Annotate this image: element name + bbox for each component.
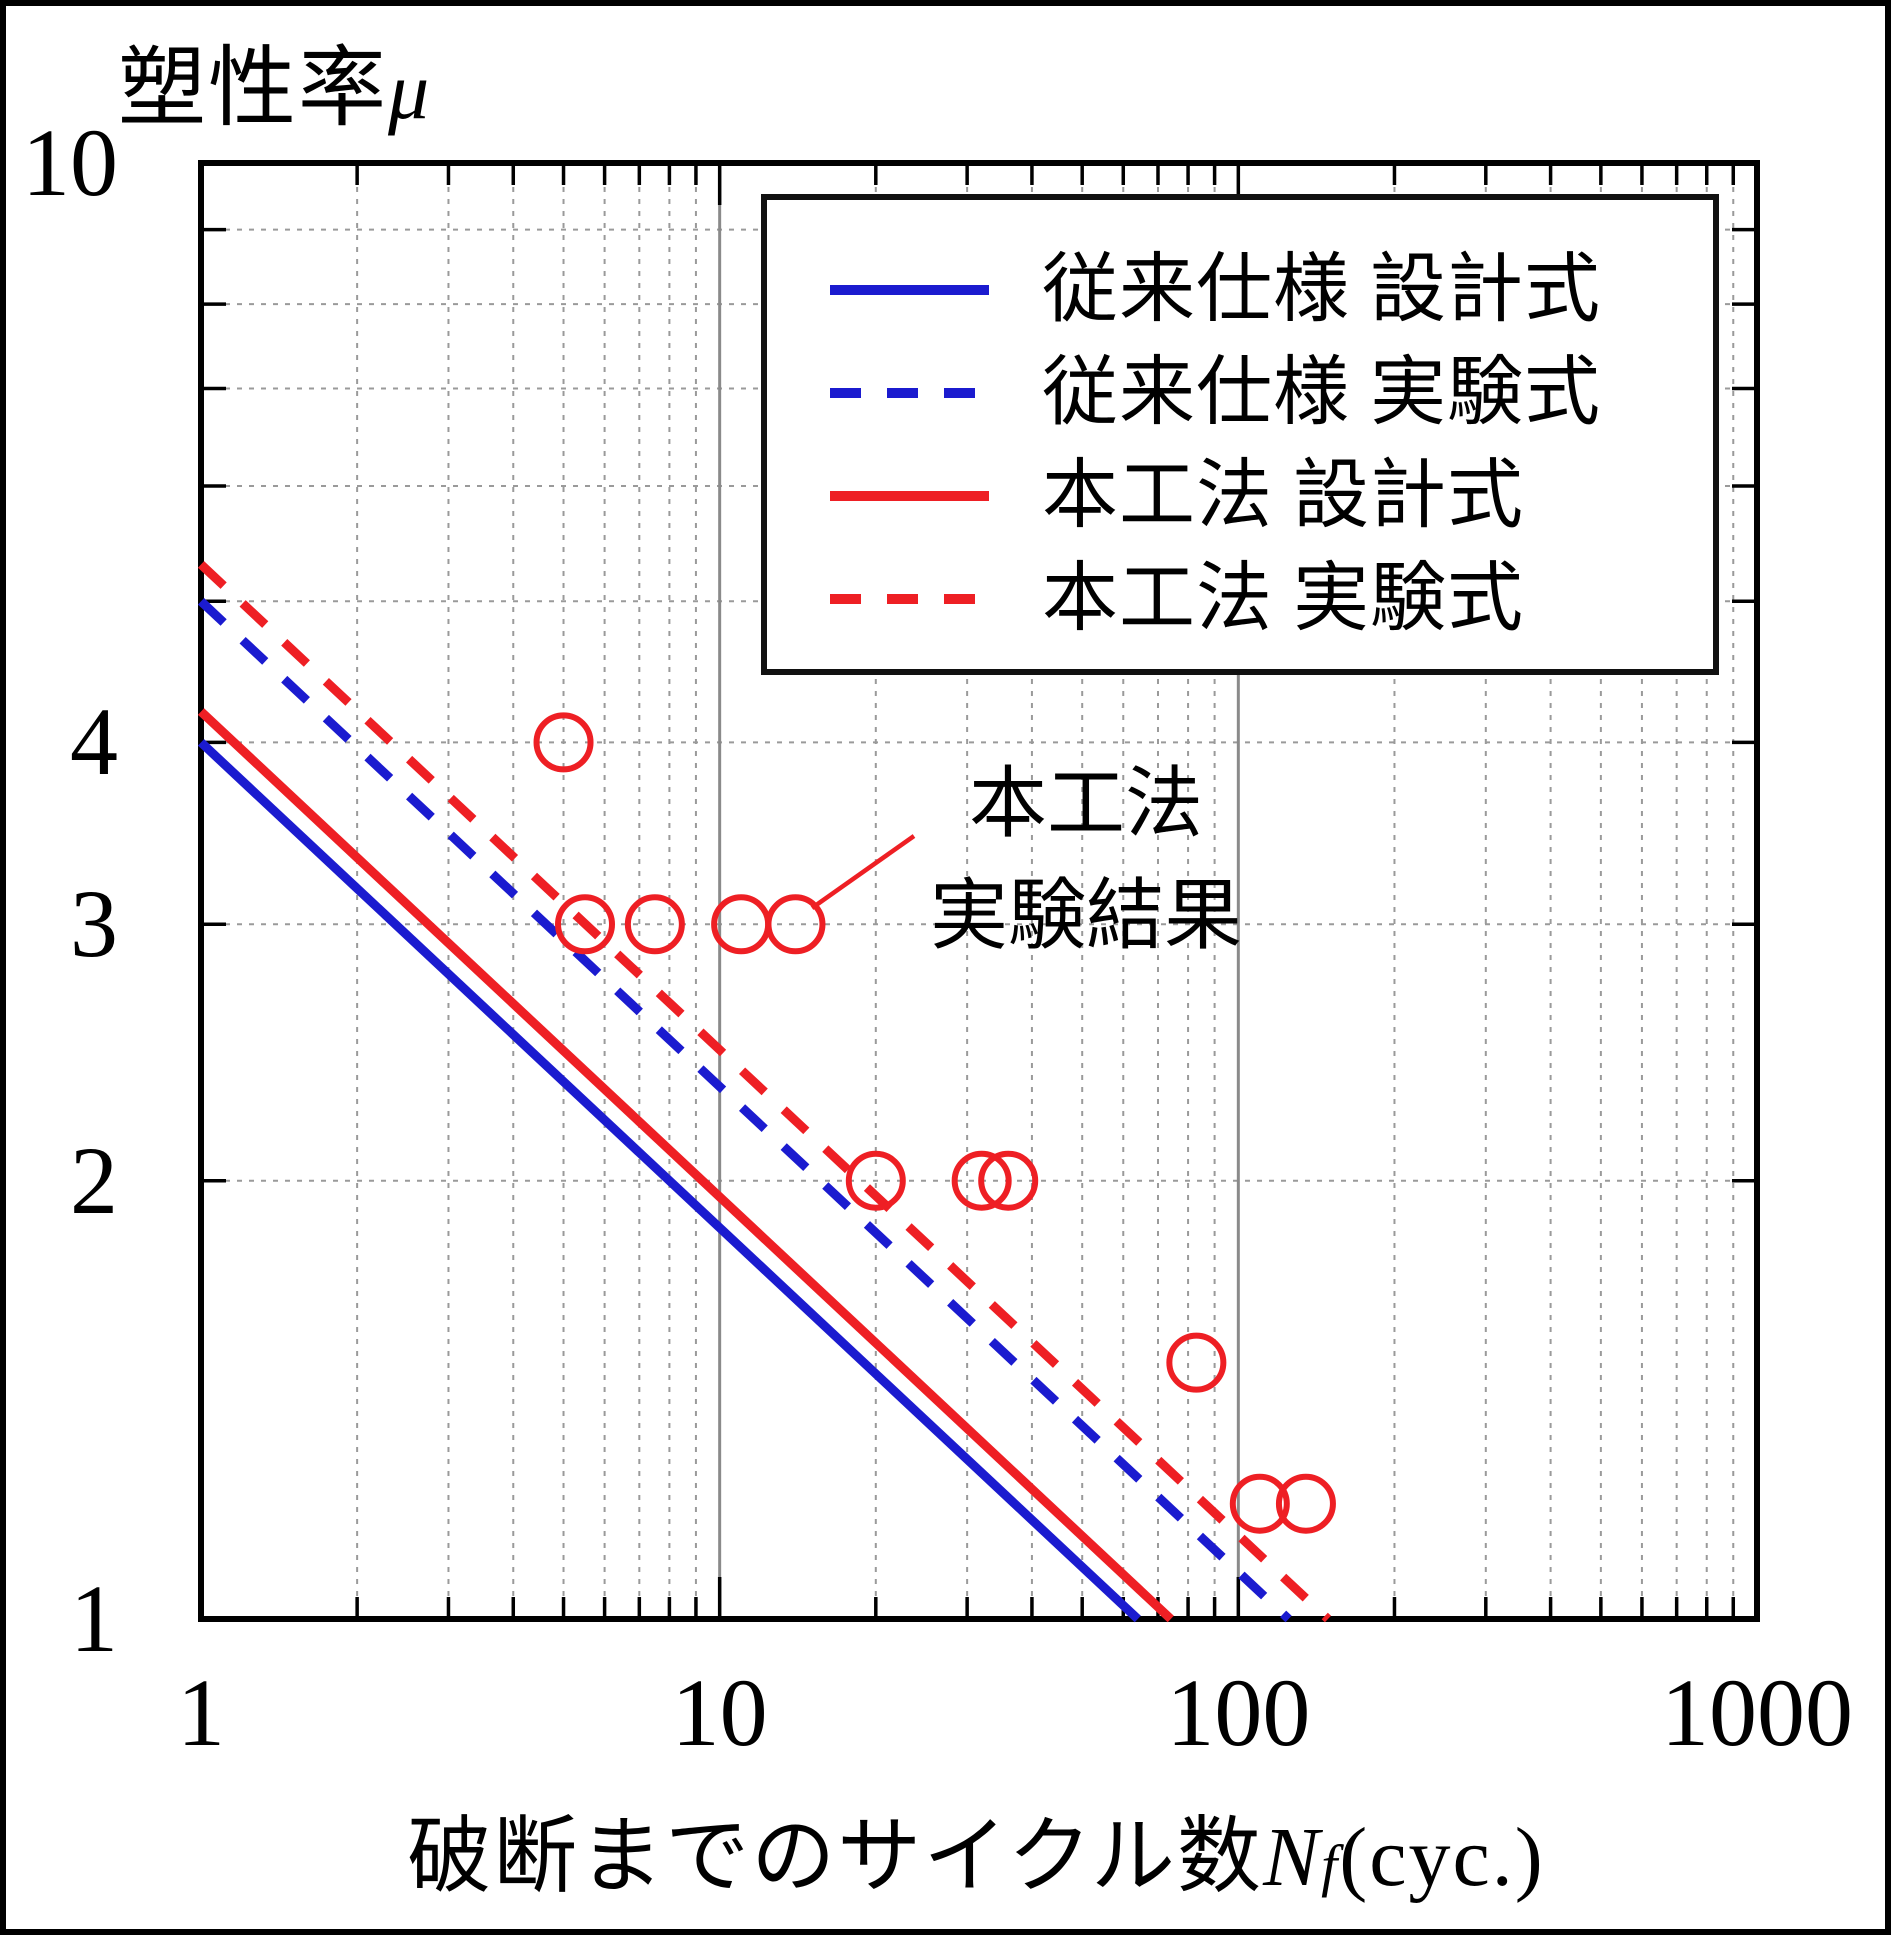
x-axis-title-unit: (cyc.) xyxy=(1339,1811,1545,1904)
legend-label: 本工法 実験式 xyxy=(1042,556,1524,641)
legend-swatch-blue-dashed xyxy=(830,387,989,398)
legend-swatch-red-dashed xyxy=(830,593,989,604)
x-axis-title-variable: N xyxy=(1263,1811,1322,1904)
legend-item: 本工法 設計式 xyxy=(767,444,1713,547)
scatter-annotation: 本工法 実験結果 xyxy=(861,748,1311,972)
x-axis-title: 破断までのサイクル数Nf(cyc.) xyxy=(266,1811,1686,1904)
y-axis-title: 塑性率μ xyxy=(118,41,432,138)
legend-label: 従来仕様 実験式 xyxy=(1042,350,1601,435)
legend-item: 従来仕様 実験式 xyxy=(767,341,1713,444)
legend: 従来仕様 設計式 従来仕様 実験式 本工法 設計式 本工法 実験式 xyxy=(761,194,1719,675)
y-axis-title-text: 塑性率 xyxy=(118,41,389,138)
annotation-line-2: 実験結果 xyxy=(929,872,1242,959)
legend-item: 本工法 実験式 xyxy=(767,547,1713,650)
y-axis-title-symbol: μ xyxy=(388,45,432,136)
legend-swatch-blue-solid xyxy=(830,284,989,295)
x-axis-title-subscript: f xyxy=(1321,1833,1340,1898)
legend-swatch-red-solid xyxy=(830,490,989,501)
legend-label: 従来仕様 設計式 xyxy=(1042,247,1601,332)
legend-label: 本工法 設計式 xyxy=(1042,453,1524,538)
x-axis-title-text: 破断までのサイクル数 xyxy=(407,1811,1264,1904)
annotation-line-1: 本工法 xyxy=(968,760,1203,847)
legend-item: 従来仕様 設計式 xyxy=(767,238,1713,341)
